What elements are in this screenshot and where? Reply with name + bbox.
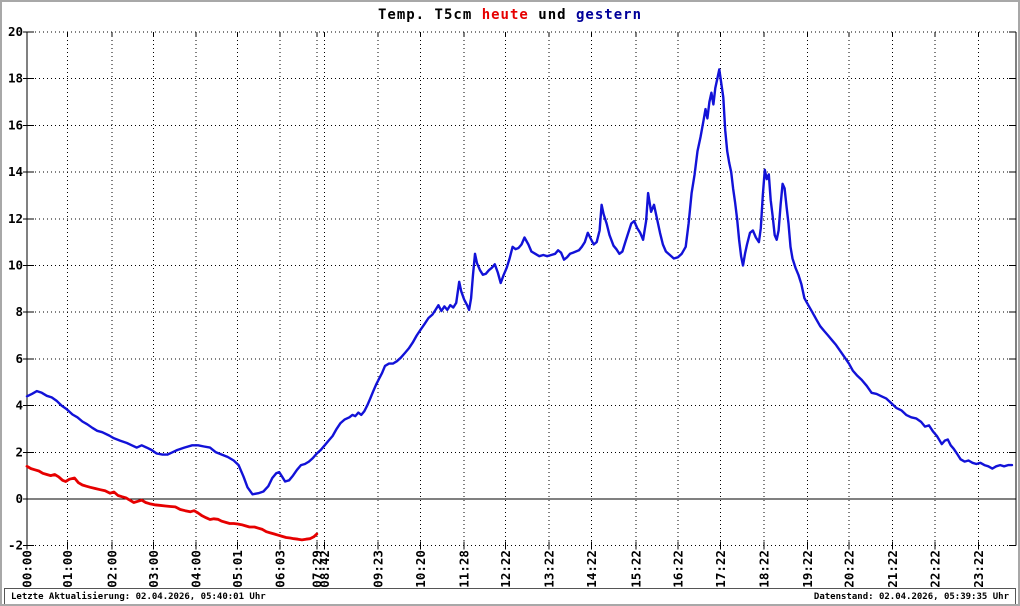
x-tick-label: 02:00 bbox=[105, 550, 120, 588]
x-tick-label: 09:23 bbox=[371, 550, 386, 588]
y-tick-label: 18 bbox=[8, 71, 23, 86]
y-tick-label: 6 bbox=[15, 351, 23, 366]
x-tick-label: 14:22 bbox=[584, 550, 599, 588]
x-tick-label: 11:28 bbox=[457, 550, 472, 588]
x-tick-label: 03:00 bbox=[146, 550, 161, 588]
y-tick-label: 10 bbox=[8, 258, 23, 273]
x-tick-label: 10:20 bbox=[413, 550, 428, 588]
last-update-text: Letzte Aktualisierung: 02.04.2026, 05:40… bbox=[11, 591, 266, 602]
y-tick-label: -2 bbox=[8, 538, 23, 553]
y-tick-label: 16 bbox=[8, 117, 23, 132]
heute-line bbox=[25, 464, 319, 542]
x-tick-label: 15:22 bbox=[629, 550, 644, 588]
series-lines bbox=[25, 68, 1014, 542]
x-tick-label: 04:00 bbox=[189, 550, 204, 588]
title-heute-label: heute bbox=[481, 7, 529, 23]
y-tick-label: 0 bbox=[15, 491, 23, 506]
data-timestamp-text: Datenstand: 02.04.2026, 05:39:35 Uhr bbox=[813, 591, 1009, 602]
x-tick-label: 20:22 bbox=[841, 550, 856, 588]
x-tick-label: 12:22 bbox=[498, 550, 513, 588]
x-tick-label: 21:22 bbox=[885, 550, 900, 588]
x-tick-label: 06:03 bbox=[273, 550, 288, 588]
x-tick-label: 01:00 bbox=[60, 550, 75, 588]
grid-lines bbox=[26, 31, 1016, 547]
x-tick-label: 18:22 bbox=[756, 550, 771, 588]
y-tick-label: 12 bbox=[8, 211, 23, 226]
y-tick-label: 4 bbox=[15, 398, 23, 413]
status-bar: Letzte Aktualisierung: 02.04.2026, 05:40… bbox=[4, 588, 1016, 604]
x-tick-label: 07:29 bbox=[309, 550, 324, 588]
x-tick-label: 19:22 bbox=[800, 550, 815, 588]
x-tick-label: 16:22 bbox=[670, 550, 685, 588]
y-tick-label: 20 bbox=[8, 24, 23, 39]
x-tick-label: 22:22 bbox=[927, 550, 942, 588]
x-tick-label: 17:22 bbox=[713, 550, 728, 588]
x-tick-label: 23:22 bbox=[971, 550, 986, 588]
x-tick-label: 00:00 bbox=[20, 550, 35, 588]
y-tick-label: 2 bbox=[15, 444, 23, 459]
x-tick-label: 08:42 bbox=[317, 550, 332, 588]
title-und-text: und bbox=[528, 7, 576, 23]
x-tick-label: 05:01 bbox=[230, 550, 245, 588]
gestern-line bbox=[25, 68, 1014, 496]
axes bbox=[23, 31, 1017, 550]
title-gestern-label: gestern bbox=[576, 7, 643, 23]
y-tick-label: 14 bbox=[8, 164, 23, 179]
x-tick-label: 13:22 bbox=[542, 550, 557, 588]
page-title: Temp. T5cm heute und gestern bbox=[2, 7, 1018, 23]
y-tick-label: 8 bbox=[15, 304, 23, 319]
title-text: Temp. T5cm bbox=[377, 7, 482, 23]
